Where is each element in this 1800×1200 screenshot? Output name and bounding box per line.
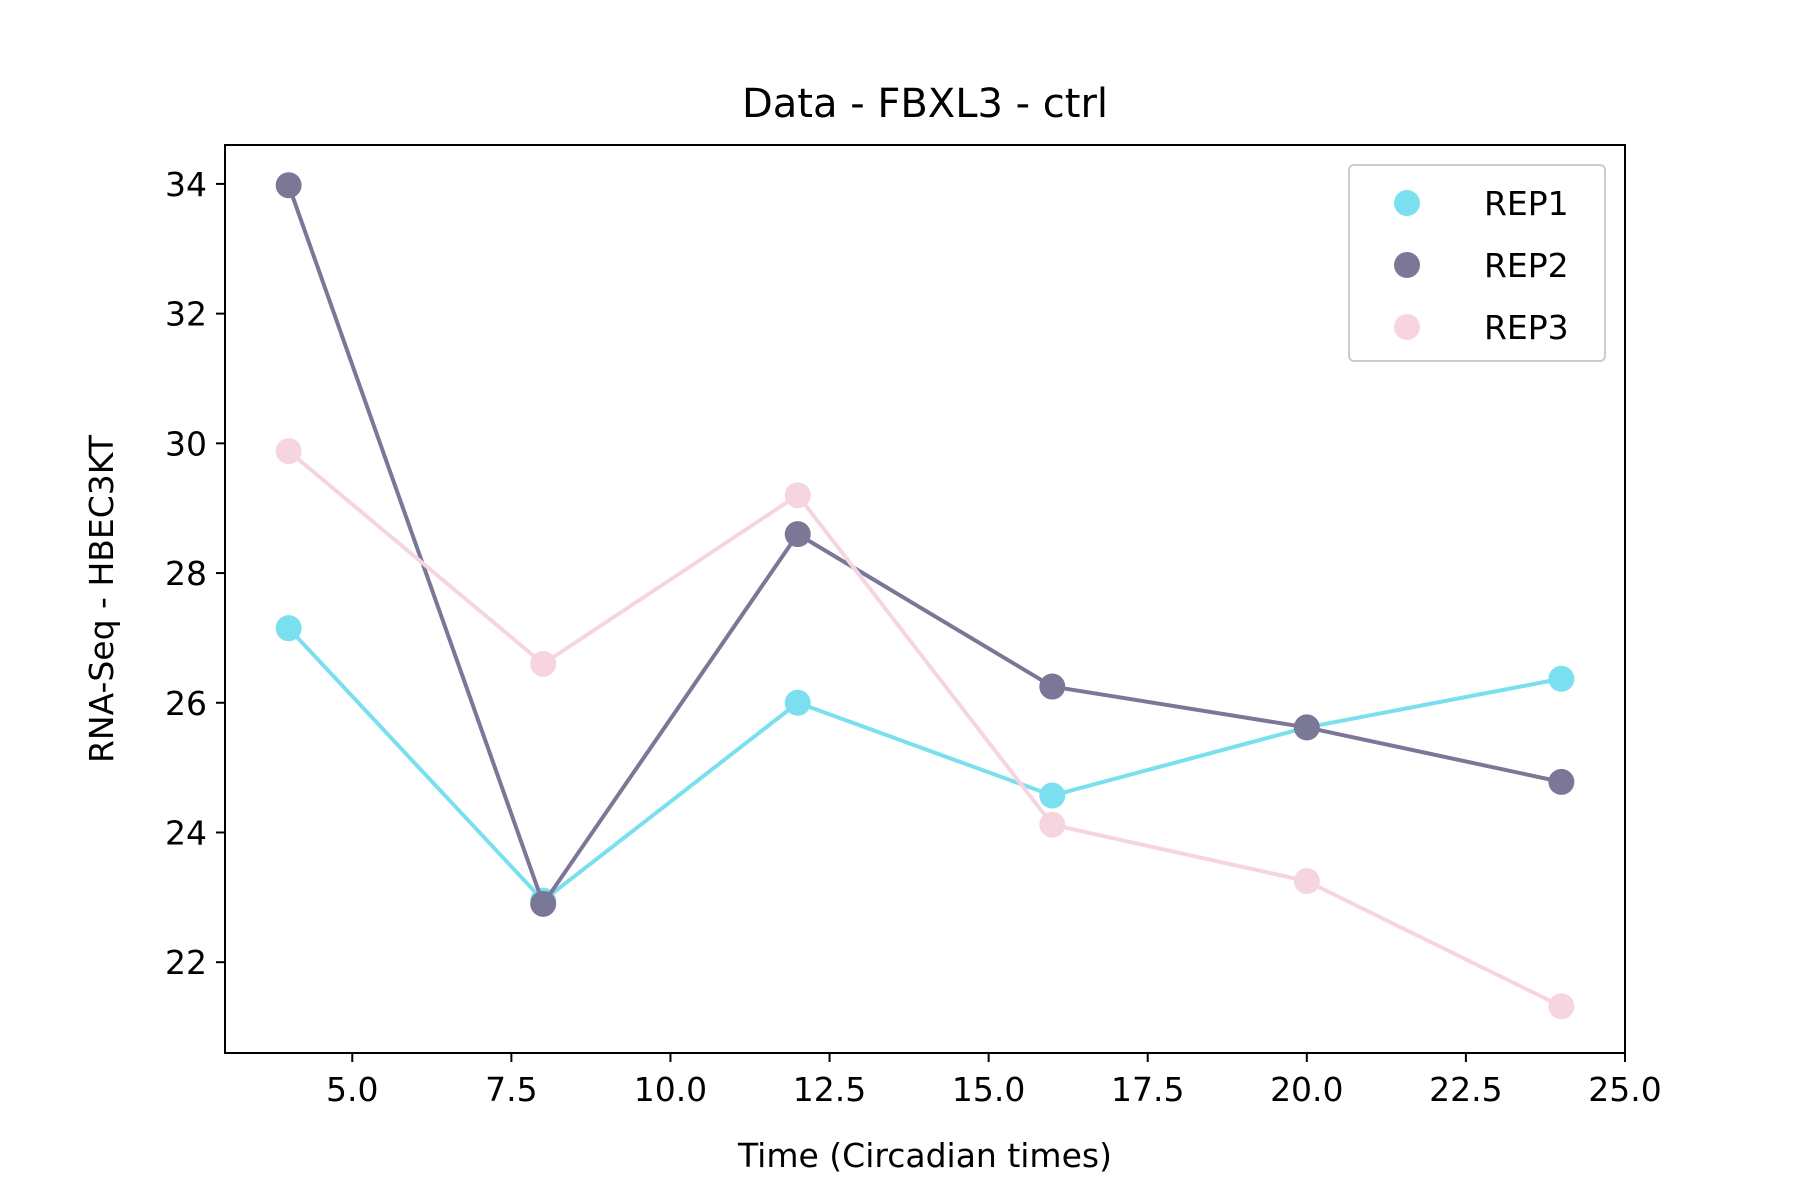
x-tick-label: 22.5 [1429, 1070, 1502, 1109]
data-point [1548, 768, 1575, 795]
x-tick-label: 20.0 [1270, 1070, 1343, 1109]
y-tick-label: 34 [165, 165, 207, 204]
legend-item-rep2: REP2 [1394, 246, 1569, 285]
x-tick-label: 25.0 [1588, 1070, 1661, 1109]
data-point [1039, 811, 1066, 838]
x-tick-label: 17.5 [1111, 1070, 1184, 1109]
legend-marker [1394, 190, 1420, 216]
series-line [287, 449, 1563, 1009]
data-point [530, 890, 557, 917]
data-point [1039, 673, 1066, 700]
x-tick-label: 5.0 [326, 1070, 378, 1109]
legend-marker [1394, 314, 1420, 340]
legend-item-rep1: REP1 [1394, 184, 1569, 223]
series-rep3 [275, 438, 1575, 1020]
legend-label: REP2 [1484, 246, 1569, 285]
legend: REP1 REP2 REP3 [1348, 164, 1606, 362]
data-point [1293, 868, 1320, 895]
legend-label: REP1 [1484, 184, 1569, 223]
y-axis: 22 24 26 28 30 32 34 [165, 165, 225, 982]
data-point [275, 172, 302, 199]
y-axis-label: RNA-Seq - HBEC3KT [82, 434, 121, 763]
series-line [287, 626, 1562, 903]
data-point [275, 438, 302, 465]
data-point [1548, 665, 1575, 692]
legend-label: REP3 [1484, 308, 1569, 347]
data-point [530, 650, 557, 677]
x-axis: 5.0 7.5 10.0 12.5 15.0 17.5 20.0 22.5 25.0 [326, 1053, 1662, 1109]
data-point [1039, 782, 1066, 809]
series-layer [275, 172, 1575, 1020]
legend-item-rep3: REP3 [1394, 308, 1569, 347]
y-tick-label: 30 [165, 424, 207, 463]
series-line [286, 184, 1562, 906]
data-point [1293, 714, 1320, 741]
chart-title: Data - FBXL3 - ctrl [742, 81, 1108, 127]
x-tick-label: 15.0 [952, 1070, 1025, 1109]
series-rep2 [275, 172, 1575, 917]
data-point [275, 615, 302, 642]
data-point [1548, 993, 1575, 1020]
legend-marker [1394, 252, 1420, 278]
y-tick-label: 28 [165, 554, 207, 593]
y-tick-label: 26 [165, 684, 207, 723]
x-tick-label: 12.5 [793, 1070, 866, 1109]
x-tick-label: 7.5 [485, 1070, 537, 1109]
x-axis-label: Time (Circadian times) [737, 1136, 1112, 1175]
data-point [784, 482, 811, 509]
x-tick-label: 10.0 [634, 1070, 707, 1109]
plot-frame [224, 144, 1626, 1054]
y-tick-label: 22 [165, 943, 207, 982]
series-rep1 [275, 615, 1575, 914]
y-tick-label: 32 [165, 295, 207, 334]
y-tick-label: 24 [165, 813, 207, 852]
data-point [784, 689, 811, 716]
data-point [784, 521, 811, 548]
